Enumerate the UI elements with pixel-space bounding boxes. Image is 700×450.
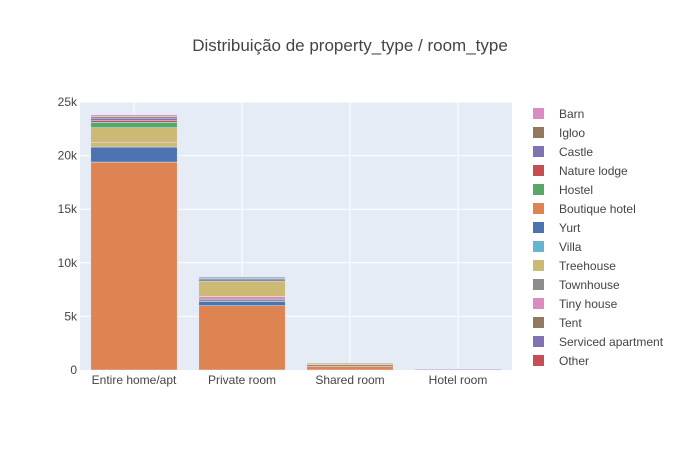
legend-label: Serviced apartment [559,335,664,349]
legend-swatch [533,260,544,271]
bar-segment[interactable] [198,301,286,306]
bar-segment[interactable] [198,305,286,371]
bar-segment[interactable] [90,117,178,122]
bar-segment[interactable] [198,276,286,280]
legend-item[interactable]: Boutique hotel [533,202,636,216]
x-tick-label: Hotel room [429,373,488,387]
legend-item[interactable]: Yurt [533,221,581,235]
y-tick-label: 15k [58,202,78,216]
bar-segment[interactable] [198,278,286,282]
bar-segment[interactable] [306,365,394,371]
legend-swatch [533,355,544,366]
legend-swatch [533,222,544,233]
bar-segment[interactable] [90,127,178,143]
legend-item[interactable]: Townhouse [533,278,620,292]
legend-item[interactable]: Barn [533,107,584,121]
legend-label: Nature lodge [559,164,628,178]
legend-swatch [533,165,544,176]
legend-label: Hostel [559,183,593,197]
legend-swatch [533,146,544,157]
legend-label: Boutique hotel [559,202,636,216]
legend-item[interactable]: Nature lodge [533,164,628,178]
legend-label: Tent [559,316,582,330]
legend-swatch [533,336,544,347]
legend-item[interactable]: Igloo [533,126,585,140]
legend-item[interactable]: Tent [533,316,582,330]
x-tick-label: Shared room [315,373,384,387]
chart-title: Distribuição de property_type / room_typ… [192,36,508,55]
bar-segment[interactable] [198,298,286,302]
legend-label: Treehouse [559,259,616,273]
legend-item[interactable]: Other [533,354,589,368]
bar-segment[interactable] [90,122,178,128]
bar-segment[interactable] [306,362,394,365]
legend-swatch [533,317,544,328]
y-tick-label: 25k [58,95,78,109]
legend-item[interactable]: Serviced apartment [533,335,664,349]
legend-swatch [533,184,544,195]
x-tick-label: Entire home/apt [92,373,177,387]
y-tick-label: 5k [64,309,78,323]
x-axis: Entire home/apt Private room Shared room Ho… [92,373,488,387]
bar-segment[interactable] [90,114,178,117]
bar-segment[interactable] [90,161,178,371]
y-tick-label: 0 [70,363,77,377]
legend-label: Townhouse [559,278,620,292]
legend[interactable]: Barn Igloo Castle Nature lodge Hostel Boutiqu… [533,107,664,368]
legend-label: Castle [559,145,593,159]
legend-swatch [533,298,544,309]
bar-segment[interactable] [198,296,286,300]
bar-segment[interactable] [90,142,178,148]
y-tick-label: 20k [58,149,78,163]
legend-label: Villa [559,240,582,254]
legend-label: Other [559,354,589,368]
bars-group [90,114,502,371]
legend-swatch [533,279,544,290]
legend-swatch [533,127,544,138]
x-tick-label: Private room [208,373,276,387]
legend-item[interactable]: Treehouse [533,259,616,273]
y-tick-label: 10k [58,256,78,270]
bar-segment[interactable] [90,146,178,163]
legend-item[interactable]: Villa [533,240,582,254]
legend-item[interactable]: Tiny house [533,297,618,311]
legend-label: Tiny house [559,297,618,311]
y-axis: 0 5k 10k 15k 20k 25k [58,95,78,377]
legend-swatch [533,203,544,214]
legend-label: Igloo [559,126,585,140]
legend-swatch [533,108,544,119]
legend-label: Barn [559,107,584,121]
legend-swatch [533,241,544,252]
legend-item[interactable]: Castle [533,145,593,159]
bar-segment[interactable] [198,281,286,297]
legend-label: Yurt [559,221,581,235]
legend-item[interactable]: Hostel [533,183,593,197]
